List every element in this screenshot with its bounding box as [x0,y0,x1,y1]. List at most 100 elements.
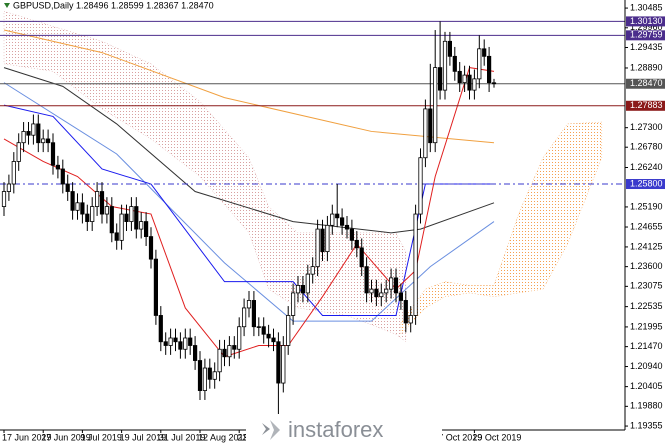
candle-body [261,326,266,335]
candle-body [168,337,173,346]
watermark-icon [270,420,280,440]
candle-body [21,131,26,144]
candle-body [1,191,7,207]
candle-body [114,232,119,241]
y-tick-label: 1.20405 [630,381,663,391]
y-tick-label: 1.22535 [630,301,663,311]
level-label-box [626,78,665,89]
candle-body [46,138,51,144]
candle-body [315,228,320,268]
candle-body [192,345,198,361]
y-tick-label: 1.27300 [630,122,663,132]
candle-body [491,82,497,85]
candle-body [477,48,482,80]
candle-body [286,315,291,346]
candle-body [433,67,438,144]
candle-body [290,292,296,316]
level-label-box [626,16,665,27]
candle-body [212,371,217,380]
candle-body [31,123,36,136]
candle-body [339,217,345,226]
candle-body [266,333,271,339]
candle-body [354,239,359,249]
candle-body [65,183,70,192]
candle-body [237,326,242,350]
candle-body [295,285,301,294]
candle-body [11,161,16,185]
candle-body [173,337,178,343]
x-tick-label: 12 Aug 2019 [198,432,249,442]
candle-body [55,164,61,170]
plot-area [0,10,625,417]
chart-title: GBPUSD,Daily 1.28496 1.28599 1.28367 1.2… [13,0,214,10]
candle-body [143,221,149,237]
watermark-icon [262,423,270,435]
level-label: 1.28470 [630,78,663,88]
candle-body [90,206,95,222]
candle-body [148,236,154,260]
y-tick-label: 1.19880 [630,401,663,411]
y-tick-label: 1.21995 [630,321,663,331]
candle-body [241,307,247,328]
y-tick-label: 1.28890 [630,62,663,72]
ichimoku-cloud [400,121,603,335]
candle-body [75,202,80,211]
candle-body [486,55,492,84]
y-tick-label: 1.23600 [630,261,663,271]
candle-body [472,78,477,91]
level-label: 1.25800 [630,178,663,188]
candle-body [70,191,75,211]
candle-body [124,213,129,222]
candle-body [300,285,306,294]
candle-body [408,315,413,324]
y-tick-label: 1.20940 [630,361,663,371]
candle-body [452,55,457,72]
candle-body [418,157,423,215]
candle-body [428,108,433,144]
candle-body [482,48,487,57]
level-label: 1.29759 [630,30,663,40]
candle-body [330,213,335,226]
candle-body [207,367,212,380]
candle-body [99,191,105,215]
x-tick-label: 9 Jul 2019 [80,432,122,442]
candle-body [369,288,374,294]
candle-body [388,277,394,290]
candle-body [197,360,203,391]
x-tick-label: 17 Oct 2019 [433,432,482,442]
y-tick-label: 1.21470 [630,341,663,351]
candle-body [398,292,404,301]
candle-body [178,341,183,350]
candle-body [413,213,418,316]
candle-body [119,213,124,241]
y-tick-label: 1.25190 [630,201,663,211]
candle-body [217,348,222,373]
candle-body [232,345,237,350]
candle-body [457,70,462,84]
candle-body [437,67,443,91]
candle-body [129,206,134,222]
x-tick-label: 22 [237,432,247,442]
candle-body [442,40,448,91]
candle-body [60,168,65,185]
indicator-line [3,104,494,316]
candle-body [403,300,408,324]
y-tick-label: 1.29960 [630,22,663,32]
candle-body [139,221,144,230]
candle-body [158,315,163,343]
indicator-line [3,29,495,144]
candle-body [109,206,114,234]
y-tick-label: 1.29435 [630,42,663,52]
candle-body [310,266,315,275]
candle-body [349,228,355,241]
candle-body [384,288,389,294]
candle-body [256,326,261,328]
y-tick-label: 1.19355 [630,420,663,430]
x-tick-label: 29 Oct 2019 [472,432,521,442]
x-tick-label: 27 Jun 2019 [41,432,91,442]
candle-body [80,202,85,215]
candle-body [50,142,56,166]
ichimoku-cloud [3,10,407,343]
y-tick-label: 1.24655 [630,221,663,231]
candle-body [344,224,350,230]
